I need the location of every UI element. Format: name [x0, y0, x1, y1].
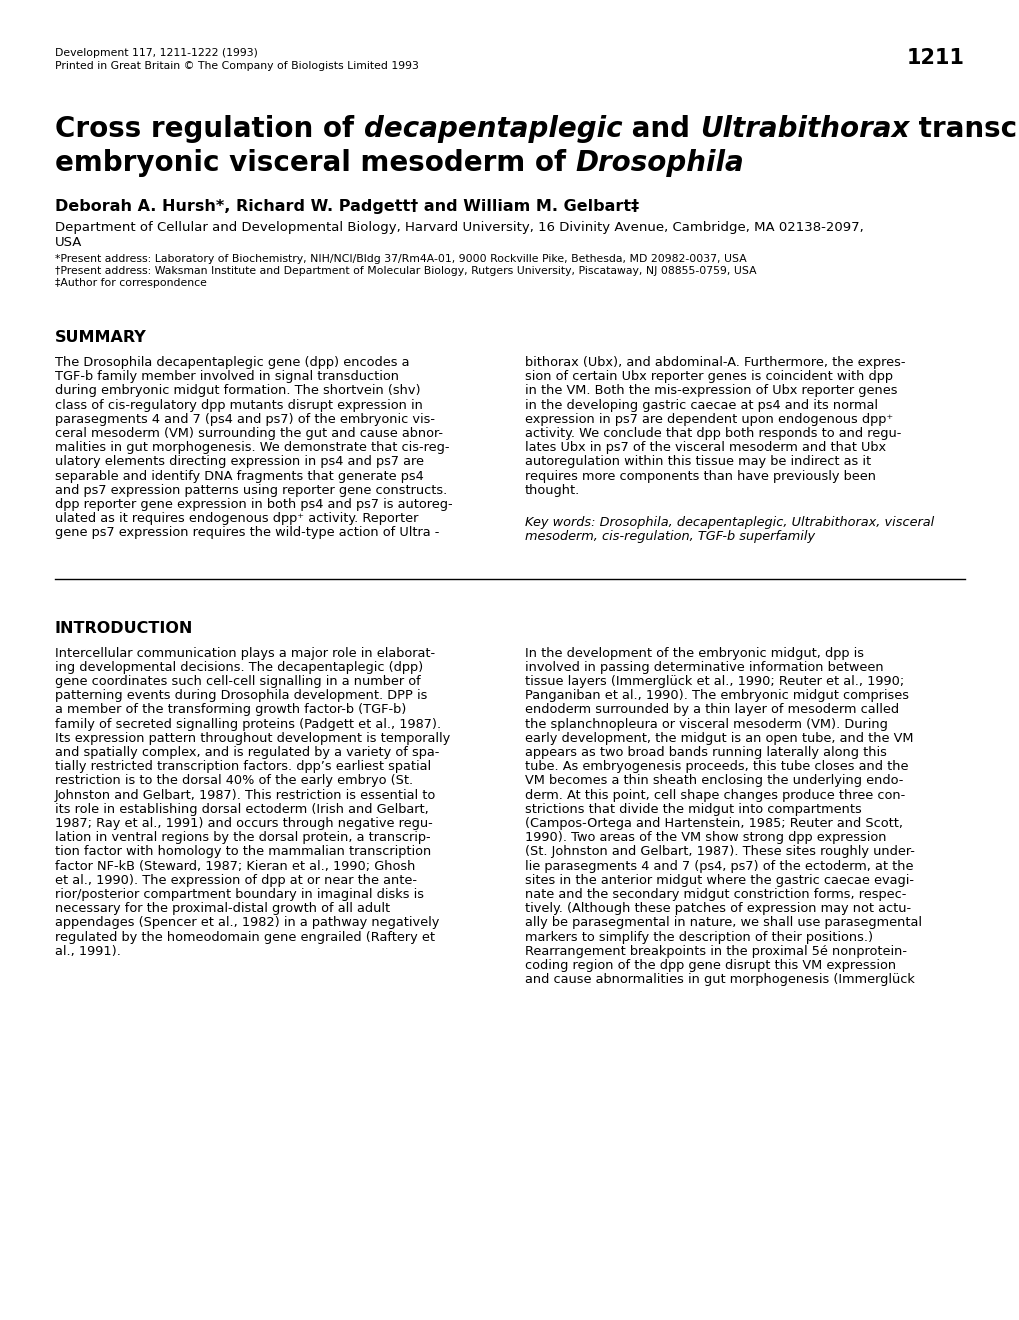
Text: malities in gut morphogenesis. We demonstrate that cis-reg-: malities in gut morphogenesis. We demons… [55, 441, 449, 454]
Text: embryonic visceral mesoderm of: embryonic visceral mesoderm of [55, 149, 575, 177]
Text: tube. As embryogenesis proceeds, this tube closes and the: tube. As embryogenesis proceeds, this tu… [525, 760, 908, 774]
Text: rior/posterior compartment boundary in imaginal disks is: rior/posterior compartment boundary in i… [55, 888, 424, 902]
Text: in the VM. Both the mis-expression of Ubx reporter genes: in the VM. Both the mis-expression of Ub… [525, 384, 897, 397]
Text: decapentaplegic: decapentaplegic [364, 115, 622, 143]
Text: and ps7 expression patterns using reporter gene constructs.: and ps7 expression patterns using report… [55, 484, 446, 496]
Text: a member of the transforming growth factor-b (TGF-b): a member of the transforming growth fact… [55, 704, 406, 717]
Text: during embryonic midgut formation. The shortvein (shv): during embryonic midgut formation. The s… [55, 384, 420, 397]
Text: (Campos-Ortega and Hartenstein, 1985; Reuter and Scott,: (Campos-Ortega and Hartenstein, 1985; Re… [525, 817, 902, 830]
Text: and: and [622, 115, 699, 143]
Text: patterning events during Drosophila development. DPP is: patterning events during Drosophila deve… [55, 689, 427, 702]
Text: separable and identify DNA fragments that generate ps4: separable and identify DNA fragments tha… [55, 470, 423, 483]
Text: requires more components than have previously been: requires more components than have previ… [525, 470, 875, 483]
Text: gene coordinates such cell-cell signalling in a number of: gene coordinates such cell-cell signalli… [55, 675, 421, 688]
Text: lates Ubx in ps7 of the visceral mesoderm and that Ubx: lates Ubx in ps7 of the visceral mesoder… [525, 441, 886, 454]
Text: lation in ventral regions by the dorsal protein, a transcrip-: lation in ventral regions by the dorsal … [55, 832, 430, 845]
Text: TGF-b family member involved in signal transduction: TGF-b family member involved in signal t… [55, 370, 398, 383]
Text: appendages (Spencer et al., 1982) in a pathway negatively: appendages (Spencer et al., 1982) in a p… [55, 916, 439, 929]
Text: Intercellular communication plays a major role in elaborat-: Intercellular communication plays a majo… [55, 647, 435, 660]
Text: sites in the anterior midgut where the gastric caecae evagi-: sites in the anterior midgut where the g… [525, 874, 913, 887]
Text: VM becomes a thin sheath enclosing the underlying endo-: VM becomes a thin sheath enclosing the u… [525, 775, 903, 788]
Text: dpp reporter gene expression in both ps4 and ps7 is autoreg-: dpp reporter gene expression in both ps4… [55, 498, 452, 511]
Text: †Present address: Waksman Institute and Department of Molecular Biology, Rutgers: †Present address: Waksman Institute and … [55, 267, 756, 276]
Text: tion factor with homology to the mammalian transcription: tion factor with homology to the mammali… [55, 845, 431, 858]
Text: 1211: 1211 [906, 48, 964, 69]
Text: Panganiban et al., 1990). The embryonic midgut comprises: Panganiban et al., 1990). The embryonic … [525, 689, 908, 702]
Text: strictions that divide the midgut into compartments: strictions that divide the midgut into c… [525, 803, 861, 816]
Text: in the developing gastric caecae at ps4 and its normal: in the developing gastric caecae at ps4 … [525, 399, 877, 412]
Text: Key words: Drosophila, decapentaplegic, Ultrabithorax, visceral: Key words: Drosophila, decapentaplegic, … [525, 516, 933, 529]
Text: INTRODUCTION: INTRODUCTION [55, 620, 194, 636]
Text: Department of Cellular and Developmental Biology, Harvard University, 16 Divinit: Department of Cellular and Developmental… [55, 220, 863, 234]
Text: nate and the secondary midgut constriction forms, respec-: nate and the secondary midgut constricti… [525, 888, 906, 902]
Text: Development 117, 1211-1222 (1993): Development 117, 1211-1222 (1993) [55, 48, 258, 58]
Text: The Drosophila decapentaplegic gene (dpp) encodes a: The Drosophila decapentaplegic gene (dpp… [55, 356, 409, 370]
Text: et al., 1990). The expression of dpp at or near the ante-: et al., 1990). The expression of dpp at … [55, 874, 417, 887]
Text: SUMMARY: SUMMARY [55, 330, 147, 345]
Text: Deborah A. Hursh*, Richard W. Padgett† and William M. Gelbart‡: Deborah A. Hursh*, Richard W. Padgett† a… [55, 199, 639, 214]
Text: necessary for the proximal-distal growth of all adult: necessary for the proximal-distal growth… [55, 902, 389, 915]
Text: Its expression pattern throughout development is temporally: Its expression pattern throughout develo… [55, 731, 449, 744]
Text: transcription in the: transcription in the [909, 115, 1019, 143]
Text: class of cis-regulatory dpp mutants disrupt expression in: class of cis-regulatory dpp mutants disr… [55, 399, 423, 412]
Text: regulated by the homeodomain gene engrailed (Raftery et: regulated by the homeodomain gene engrai… [55, 931, 434, 944]
Text: endoderm surrounded by a thin layer of mesoderm called: endoderm surrounded by a thin layer of m… [525, 704, 898, 717]
Text: Johnston and Gelbart, 1987). This restriction is essential to: Johnston and Gelbart, 1987). This restri… [55, 788, 436, 801]
Text: thought.: thought. [525, 484, 580, 496]
Text: In the development of the embryonic midgut, dpp is: In the development of the embryonic midg… [525, 647, 863, 660]
Text: USA: USA [55, 236, 83, 249]
Text: sion of certain Ubx reporter genes is coincident with dpp: sion of certain Ubx reporter genes is co… [525, 370, 892, 383]
Text: involved in passing determinative information between: involved in passing determinative inform… [525, 661, 882, 673]
Text: ulatory elements directing expression in ps4 and ps7 are: ulatory elements directing expression in… [55, 455, 424, 469]
Text: restriction is to the dorsal 40% of the early embryo (St.: restriction is to the dorsal 40% of the … [55, 775, 413, 788]
Text: expression in ps7 are dependent upon endogenous dpp⁺: expression in ps7 are dependent upon end… [525, 413, 893, 426]
Text: bithorax (Ubx), and abdominal-A. Furthermore, the expres-: bithorax (Ubx), and abdominal-A. Further… [525, 356, 905, 370]
Text: *Present address: Laboratory of Biochemistry, NIH/NCI/Bldg 37/Rm4A-01, 9000 Rock: *Present address: Laboratory of Biochemi… [55, 253, 746, 264]
Text: tially restricted transcription factors. dpp’s earliest spatial: tially restricted transcription factors.… [55, 760, 431, 774]
Text: factor NF-kB (Steward, 1987; Kieran et al., 1990; Ghosh: factor NF-kB (Steward, 1987; Kieran et a… [55, 859, 415, 873]
Text: its role in establishing dorsal ectoderm (Irish and Gelbart,: its role in establishing dorsal ectoderm… [55, 803, 428, 816]
Text: markers to simplify the description of their positions.): markers to simplify the description of t… [525, 931, 872, 944]
Text: ulated as it requires endogenous dpp⁺ activity. Reporter: ulated as it requires endogenous dpp⁺ ac… [55, 512, 418, 525]
Text: lie parasegments 4 and 7 (ps4, ps7) of the ectoderm, at the: lie parasegments 4 and 7 (ps4, ps7) of t… [525, 859, 913, 873]
Text: derm. At this point, cell shape changes produce three con-: derm. At this point, cell shape changes … [525, 788, 905, 801]
Text: Ultrabithorax: Ultrabithorax [699, 115, 909, 143]
Text: mesoderm, cis-regulation, TGF-b superfamily: mesoderm, cis-regulation, TGF-b superfam… [525, 531, 814, 544]
Text: early development, the midgut is an open tube, and the VM: early development, the midgut is an open… [525, 731, 913, 744]
Text: ally be parasegmental in nature, we shall use parasegmental: ally be parasegmental in nature, we shal… [525, 916, 921, 929]
Text: ‡Author for correspondence: ‡Author for correspondence [55, 279, 207, 288]
Text: family of secreted signalling proteins (Padgett et al., 1987).: family of secreted signalling proteins (… [55, 718, 440, 730]
Text: ing developmental decisions. The decapentaplegic (dpp): ing developmental decisions. The decapen… [55, 661, 423, 673]
Text: tissue layers (Immerglück et al., 1990; Reuter et al., 1990;: tissue layers (Immerglück et al., 1990; … [525, 675, 904, 688]
Text: coding region of the dpp gene disrupt this VM expression: coding region of the dpp gene disrupt th… [525, 960, 896, 972]
Text: autoregulation within this tissue may be indirect as it: autoregulation within this tissue may be… [525, 455, 870, 469]
Text: al., 1991).: al., 1991). [55, 945, 121, 958]
Text: 1990). Two areas of the VM show strong dpp expression: 1990). Two areas of the VM show strong d… [525, 832, 886, 845]
Text: gene ps7 expression requires the wild-type action of Ultra -: gene ps7 expression requires the wild-ty… [55, 527, 439, 540]
Text: Cross regulation of: Cross regulation of [55, 115, 364, 143]
Text: 1987; Ray et al., 1991) and occurs through negative regu-: 1987; Ray et al., 1991) and occurs throu… [55, 817, 432, 830]
Text: activity. We conclude that dpp both responds to and regu-: activity. We conclude that dpp both resp… [525, 426, 901, 440]
Text: and spatially complex, and is regulated by a variety of spa-: and spatially complex, and is regulated … [55, 746, 439, 759]
Text: the splanchnopleura or visceral mesoderm (VM). During: the splanchnopleura or visceral mesoderm… [525, 718, 887, 730]
Text: appears as two broad bands running laterally along this: appears as two broad bands running later… [525, 746, 886, 759]
Text: Rearrangement breakpoints in the proximal 5é nonprotein-: Rearrangement breakpoints in the proxima… [525, 945, 906, 958]
Text: ceral mesoderm (VM) surrounding the gut and cause abnor-: ceral mesoderm (VM) surrounding the gut … [55, 426, 442, 440]
Text: and cause abnormalities in gut morphogenesis (Immerglück: and cause abnormalities in gut morphogen… [525, 973, 914, 986]
Text: tively. (Although these patches of expression may not actu-: tively. (Although these patches of expre… [525, 902, 910, 915]
Text: (St. Johnston and Gelbart, 1987). These sites roughly under-: (St. Johnston and Gelbart, 1987). These … [525, 845, 914, 858]
Text: parasegments 4 and 7 (ps4 and ps7) of the embryonic vis-: parasegments 4 and 7 (ps4 and ps7) of th… [55, 413, 434, 426]
Text: Printed in Great Britain © The Company of Biologists Limited 1993: Printed in Great Britain © The Company o… [55, 61, 419, 71]
Text: Drosophila: Drosophila [575, 149, 744, 177]
